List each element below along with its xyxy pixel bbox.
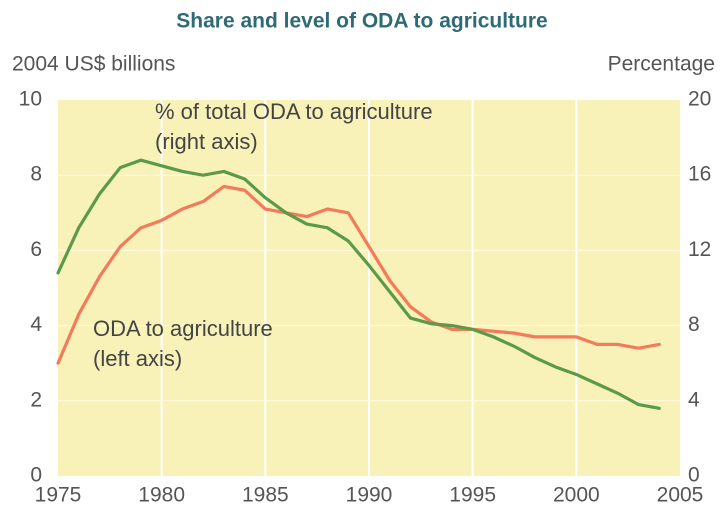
x-tick-label: 1975 <box>35 484 82 507</box>
x-tick-label: 1995 <box>449 484 496 507</box>
series-line <box>56 158 661 410</box>
y-tick-label: 8 <box>30 163 42 186</box>
series-line <box>56 184 661 365</box>
y2-tick-label: 0 <box>688 464 700 487</box>
y2-tick-label: 16 <box>688 163 711 186</box>
y2-tick-label: 12 <box>688 238 711 261</box>
x-tick-label: 2005 <box>657 484 704 507</box>
y2-tick-label: 20 <box>688 88 711 111</box>
y2-axis-label: Percentage <box>608 53 715 76</box>
x-tick-label: 1985 <box>242 484 289 507</box>
y-axis-label: 2004 US$ billions <box>12 53 175 76</box>
y2-tick-label: 4 <box>688 388 700 411</box>
y-tick-label: 0 <box>30 464 42 487</box>
x-tick-label: 1990 <box>346 484 393 507</box>
annotation: ODA to agriculture <box>93 316 273 341</box>
y2-tick-label: 8 <box>688 313 700 336</box>
y-tick-label: 2 <box>30 388 42 411</box>
y-tick-label: 6 <box>30 238 42 261</box>
x-tick-label: 1980 <box>138 484 185 507</box>
annotation: (right axis) <box>155 129 258 154</box>
annotation: % of total ODA to agriculture <box>155 99 433 124</box>
x-tick-label: 2000 <box>553 484 600 507</box>
chart-title: Share and level of ODA to agriculture <box>176 10 547 33</box>
y-tick-label: 4 <box>30 313 42 336</box>
annotation: (left axis) <box>93 346 182 371</box>
y-tick-label: 10 <box>19 88 42 111</box>
